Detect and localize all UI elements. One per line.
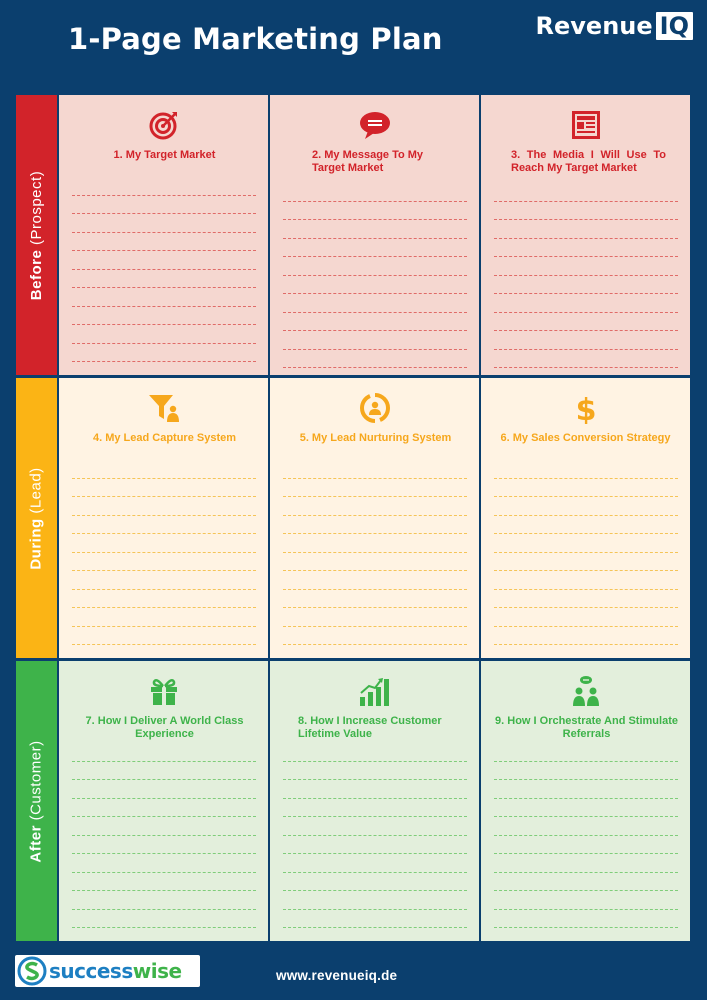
plan-cell-4: 4. My Lead Capture System bbox=[59, 378, 268, 658]
writing-lines bbox=[72, 460, 256, 645]
referral-people-icon bbox=[572, 676, 599, 706]
growth-chart-icon bbox=[359, 678, 389, 706]
plan-cell-6: $ 6. My Sales Conversion Strategy bbox=[481, 378, 690, 658]
cell-title: 5. My Lead Nurturing System bbox=[299, 432, 452, 444]
writing-lines bbox=[494, 743, 678, 928]
gift-icon bbox=[150, 678, 177, 706]
brand-logo: Revenue IQ bbox=[536, 12, 693, 40]
row-label-before: Before (Prospect) bbox=[16, 95, 57, 375]
writing-lines bbox=[72, 177, 256, 362]
cell-title: 9. How I Orchestrate And Stimulate Refer… bbox=[495, 715, 678, 740]
row-after: After (Customer) 7. How I Deliver A Worl… bbox=[16, 661, 690, 941]
writing-lines bbox=[283, 743, 467, 928]
writing-lines bbox=[494, 183, 678, 368]
row-label-after: After (Customer) bbox=[16, 661, 57, 941]
logo-text-success: success bbox=[49, 959, 133, 983]
svg-text:$: $ bbox=[575, 393, 596, 424]
cell-title: 6. My Sales Conversion Strategy bbox=[500, 432, 671, 444]
row-label-light: (Prospect) bbox=[28, 170, 45, 245]
row-label-during: During (Lead) bbox=[16, 378, 57, 658]
target-icon bbox=[149, 112, 177, 140]
writing-lines bbox=[494, 460, 678, 645]
cell-title: 4. My Lead Capture System bbox=[92, 432, 237, 444]
plan-cell-1: 1. My Target Market bbox=[59, 95, 268, 375]
plan-cell-9: 9. How I Orchestrate And Stimulate Refer… bbox=[481, 661, 690, 941]
funnel-person-icon bbox=[148, 395, 179, 422]
brand-badge: IQ bbox=[655, 12, 693, 40]
row-during: During (Lead) 4. My Lead Capture System … bbox=[16, 378, 690, 658]
plan-cell-3: 3. The Media I Will Use To Reach My Targ… bbox=[481, 95, 690, 375]
successwise-logo: success wise bbox=[15, 955, 200, 987]
cell-title: 3. The Media I Will Use To Reach My Targ… bbox=[511, 149, 666, 174]
plan-cell-7: 7. How I Deliver A World Class Experienc… bbox=[59, 661, 268, 941]
cell-title: 2. My Message To My Target Market bbox=[312, 149, 424, 174]
plan-cell-8: 8. How I Increase Customer Lifetime Valu… bbox=[270, 661, 479, 941]
successwise-s-icon bbox=[17, 956, 47, 986]
row-label-bold: Before bbox=[28, 249, 45, 300]
logo-text-wise: wise bbox=[132, 959, 182, 983]
plan-grid: Before (Prospect) 1. My Target Market 2.… bbox=[16, 95, 690, 941]
row-label-light: (Customer) bbox=[28, 739, 46, 820]
plan-cell-5: 5. My Lead Nurturing System bbox=[270, 378, 479, 658]
nurture-cycle-icon bbox=[359, 393, 390, 423]
writing-lines bbox=[283, 183, 467, 368]
website-url[interactable]: www.revenueiq.de bbox=[276, 968, 398, 983]
row-label-light: (Lead) bbox=[28, 466, 46, 514]
cell-title: 8. How I Increase Customer Lifetime Valu… bbox=[298, 715, 442, 740]
message-bubble-icon bbox=[359, 112, 390, 139]
dollar-icon: $ bbox=[575, 393, 596, 424]
page-title: 1-Page Marketing Plan bbox=[68, 22, 443, 56]
writing-lines bbox=[72, 743, 256, 928]
cell-title: 1. My Target Market bbox=[113, 149, 216, 161]
newspaper-icon bbox=[571, 111, 600, 139]
row-before: Before (Prospect) 1. My Target Market 2.… bbox=[16, 95, 690, 375]
writing-lines bbox=[283, 460, 467, 645]
brand-name: Revenue bbox=[535, 12, 653, 40]
row-label-bold: After bbox=[28, 824, 46, 863]
cell-title: 7. How I Deliver A World Class Experienc… bbox=[85, 715, 244, 740]
plan-cell-2: 2. My Message To My Target Market bbox=[270, 95, 479, 375]
row-label-bold: During bbox=[28, 517, 46, 570]
